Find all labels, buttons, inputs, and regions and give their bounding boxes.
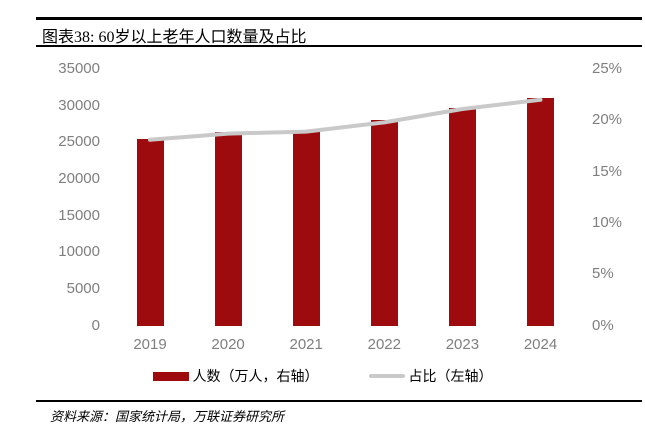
right-axis-tick-label: 20% bbox=[592, 111, 623, 129]
right-axis-tick-label: 25% bbox=[592, 60, 623, 77]
left-axis-tick-label: 35000 bbox=[58, 60, 100, 77]
x-axis-label-2019: 2019 bbox=[133, 336, 167, 353]
x-axis-label-2020: 2020 bbox=[211, 336, 245, 353]
bar-series-swatch bbox=[152, 371, 189, 381]
bar-2024 bbox=[527, 98, 554, 326]
bar-2020 bbox=[214, 132, 242, 326]
x-axis-label-2023: 2023 bbox=[445, 336, 480, 353]
line-series-swatch bbox=[368, 374, 405, 378]
bar-2019 bbox=[136, 139, 164, 326]
chart-title: 图表38: 60岁以上老年人口数量及占比 bbox=[42, 29, 307, 46]
left-axis-tick-label: 30000 bbox=[58, 96, 100, 114]
trend-line bbox=[148, 97, 543, 142]
legend-line-label: 占比（左轴） bbox=[408, 370, 493, 385]
x-axis-label-2024: 2024 bbox=[523, 336, 558, 353]
left-axis-tick-label: 5000 bbox=[66, 279, 100, 297]
left-axis-tick-label: 20000 bbox=[58, 169, 100, 187]
legend-item-bar: 人数（万人，右轴） bbox=[152, 366, 319, 386]
left-axis-tick-label: 10000 bbox=[58, 243, 100, 261]
legend-bar-label: 人数（万人，右轴） bbox=[192, 370, 319, 385]
left-axis-tick-label: 15000 bbox=[58, 206, 100, 224]
title-divider-rule bbox=[36, 45, 642, 47]
bar-2022 bbox=[370, 120, 398, 326]
right-axis-tick-label: 10% bbox=[592, 213, 623, 231]
bar-2023 bbox=[448, 107, 476, 326]
legend: 人数（万人，右轴） 占比（左轴） bbox=[0, 366, 645, 386]
source-note: 资料来源：国家统计局，万联证券研究所 bbox=[50, 409, 285, 424]
left-axis-tick-label: 25000 bbox=[58, 133, 100, 151]
right-axis-tick-label: 15% bbox=[592, 162, 623, 180]
right-axis-tick-label: 0% bbox=[592, 316, 614, 334]
top-rule bbox=[36, 17, 642, 20]
x-axis-label-2022: 2022 bbox=[367, 336, 401, 353]
footer-rule bbox=[36, 400, 642, 402]
x-axis-label-2021: 2021 bbox=[289, 336, 323, 353]
legend-item-line: 占比（左轴） bbox=[368, 366, 493, 386]
left-axis-tick-label: 0 bbox=[91, 316, 100, 334]
bar-2021 bbox=[292, 129, 320, 326]
right-axis-tick-label: 5% bbox=[592, 265, 614, 283]
